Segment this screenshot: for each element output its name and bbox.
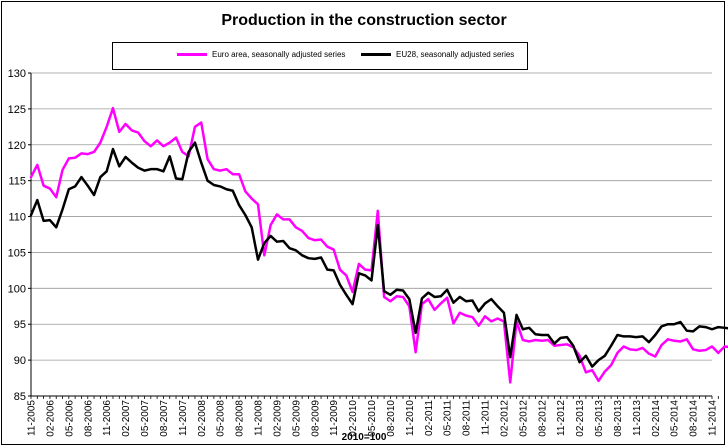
x-tick-label: 05-2014 [670,400,681,437]
legend-swatch-euro-area [177,53,207,56]
x-tick-label: 05-2008 [216,400,227,437]
x-tick-label: 08-2008 [235,400,246,437]
x-tick-label: 08-2006 [83,400,94,437]
x-axis-label: 2010=100 [341,432,387,443]
x-tick-label: 02-2010 [348,400,359,437]
legend-item-euro-area: Euro area, seasonally adjusted series [177,50,345,59]
y-tick-label: 130 [8,68,26,80]
series-line-eu28 [29,141,728,368]
x-tick-label: 05-2013 [594,400,605,437]
x-tick-label: 05-2010 [367,400,378,437]
x-tick-label: 08-2011 [462,400,473,436]
x-tick-label: 08-2009 [310,400,321,437]
y-tick-label: 105 [8,247,26,259]
x-tick-label: 08-2014 [689,400,700,437]
y-tick-label: 100 [8,283,26,295]
x-tick-label: 02-2006 [45,400,56,437]
x-tick-label: 11-2009 [329,400,340,436]
x-tick-label: 05-2006 [64,400,75,437]
x-tick-label: 02-2012 [499,400,510,437]
x-tick-label: 05-2007 [140,400,151,437]
x-tick-label: 11-2012 [556,400,567,436]
x-tick-label: 11-2014 [708,400,719,436]
x-tick-label: 02-2008 [197,400,208,437]
y-tick-label: 110 [8,212,26,224]
x-tick-label: 02-2009 [272,400,283,437]
legend-label-eu28: EU28, seasonally adjusted series [396,50,515,59]
x-tick-label: 02-2014 [651,400,662,437]
x-tick-label: 11-2006 [102,400,113,436]
x-tick-label: 08-2010 [386,400,397,437]
y-tick-label: 115 [8,176,26,188]
x-tick-label: 05-2011 [443,400,454,436]
x-tick-label: 02-2011 [424,400,435,436]
chart-title: Production in the construction sector [221,12,507,29]
y-tick-label: 90 [14,355,26,367]
legend: Euro area, seasonally adjusted series EU… [112,42,528,70]
legend-label-euro-area: Euro area, seasonally adjusted series [212,50,346,59]
x-tick-label: 11-2005 [27,400,38,436]
x-tick-label: 05-2009 [291,400,302,437]
x-tick-label: 02-2013 [575,400,586,437]
x-tick-label: 08-2013 [613,400,624,437]
x-tick-label: 11-2011 [481,400,492,436]
x-tick-label: 11-2007 [178,400,189,436]
x-tick-label: 02-2007 [121,400,132,437]
x-tick-label: 11-2008 [254,400,265,436]
y-tick-label: 125 [8,104,26,116]
x-tick-label: 08-2012 [537,400,548,437]
y-tick-label: 95 [14,319,26,331]
x-tick-label: 05-2012 [518,400,529,437]
legend-swatch-eu28 [361,53,391,56]
legend-item-eu28: EU28, seasonally adjusted series [361,50,514,59]
y-tick-label: 85 [14,391,26,403]
y-tick-label: 120 [8,140,26,152]
x-tick-label: 11-2013 [632,400,643,436]
x-tick-label: 08-2007 [159,400,170,437]
x-tick-label: 11-2010 [405,400,416,436]
